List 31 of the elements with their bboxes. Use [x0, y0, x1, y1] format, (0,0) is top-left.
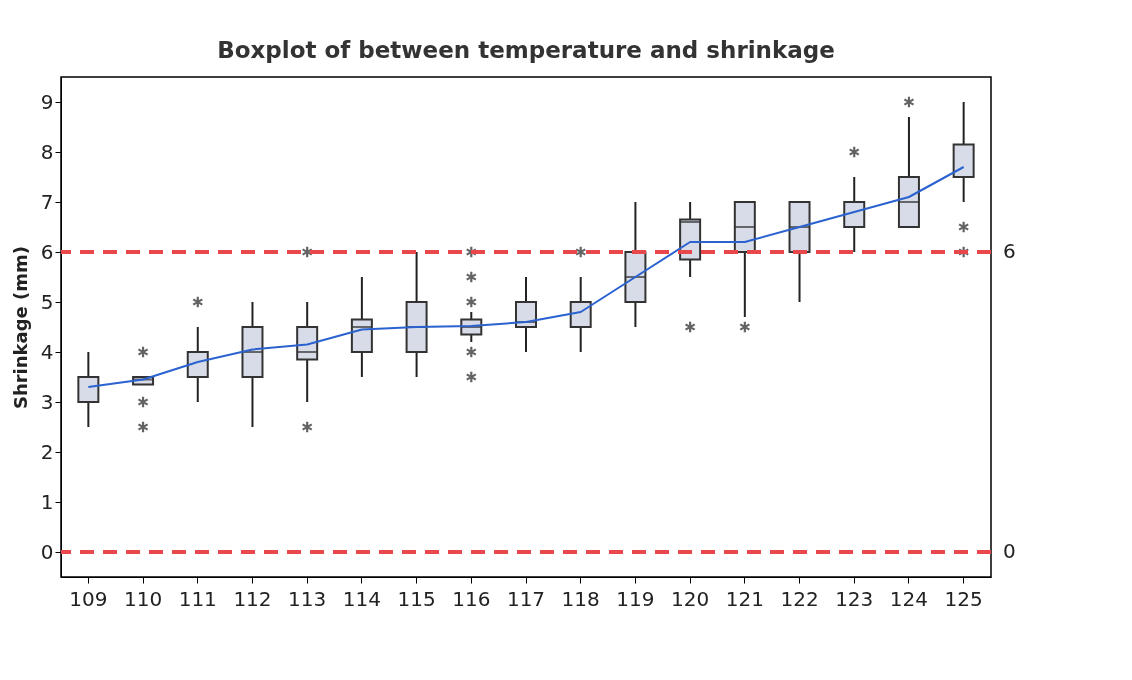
x-tick-label: 118: [561, 586, 600, 611]
x-tick-label: 124: [889, 586, 929, 611]
y-axis-title: Shrinkage (mm): [9, 245, 31, 410]
x-tick-label: 122: [780, 586, 819, 611]
x-tick-label: 115: [397, 586, 436, 611]
x-tick-label: 117: [506, 586, 546, 611]
y-tick-label: 1: [40, 489, 54, 514]
x-tick-label: 121: [725, 586, 764, 611]
x-tick-label: 120: [671, 586, 710, 611]
y-tick-label: 3: [40, 389, 54, 414]
y-tick-label: 2: [40, 439, 54, 464]
y-tick-label: 8: [40, 139, 54, 164]
y-tick-label: 9: [40, 89, 54, 114]
y-tick-label: 7: [40, 189, 54, 214]
y-tick-label: 0: [40, 539, 54, 564]
x-tick-label: 125: [944, 586, 983, 611]
ref-line-label: 6: [1003, 239, 1016, 263]
x-tick-label: 123: [835, 586, 874, 611]
y-tick-label: 4: [40, 339, 54, 364]
x-tick-label: 110: [123, 586, 163, 611]
x-tick-label: 114: [342, 586, 381, 611]
x-tick-label: 113: [288, 586, 327, 611]
x-tick-label: 119: [616, 586, 655, 611]
x-tick-label: 109: [69, 586, 108, 611]
x-tick-label: 112: [233, 586, 272, 611]
ref-line-label: 0: [1003, 539, 1016, 563]
x-tick-label: 116: [452, 586, 491, 611]
y-tick-label: 5: [40, 289, 54, 314]
x-tick-label: 111: [178, 586, 217, 611]
y-tick-label: 6: [40, 239, 54, 264]
chart-title: Boxplot of between temperature and shrinkage: [217, 37, 835, 63]
